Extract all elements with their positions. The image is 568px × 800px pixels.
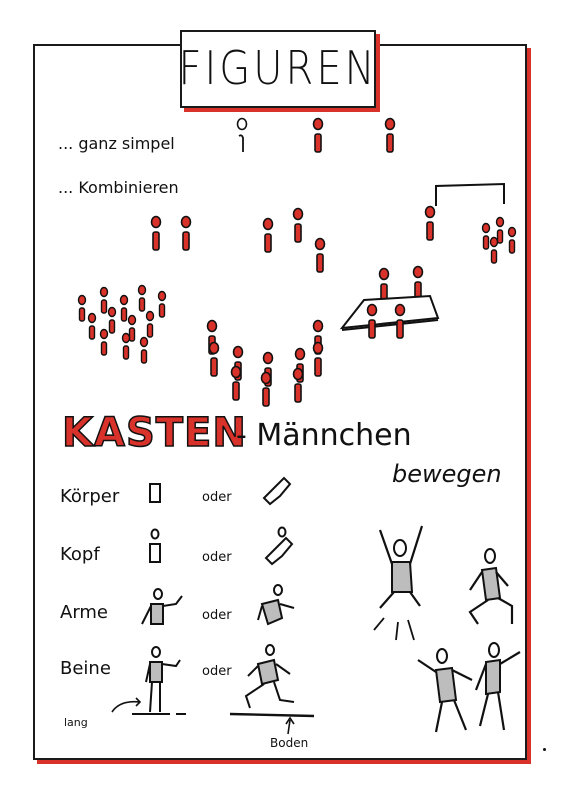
lang-annotation: lang (64, 716, 88, 729)
jumping-figure (373, 525, 424, 641)
table-scene (339, 265, 440, 339)
part-label-koerper: Körper (60, 486, 120, 507)
fighting-figures (417, 642, 521, 733)
label-kombinieren: ... Kombinieren (58, 178, 179, 197)
part-label-kopf: Kopf (60, 544, 100, 565)
kasten-word: KASTEN (61, 409, 247, 457)
simple-figure-outline (236, 117, 248, 153)
or-label-1: oder (202, 490, 232, 505)
arc-figures (206, 319, 324, 407)
pair-figures (150, 215, 192, 251)
legs-block (111, 644, 315, 735)
or-label-3: oder (202, 608, 232, 623)
bewegen-label: bewegen (392, 460, 502, 488)
maennchen-word: - Männchen (236, 418, 412, 453)
page-title: FIGUREN (178, 42, 378, 96)
simple-figure-red-2 (384, 117, 396, 153)
corner-dot (543, 748, 546, 751)
title-box: FIGUREN (178, 30, 378, 108)
label-ganz-simpel: ... ganz simpel (58, 134, 175, 153)
crowd-figures (77, 284, 167, 364)
part-label-beine: Beine (60, 658, 111, 679)
body-block (149, 476, 292, 506)
trio-figures (262, 207, 326, 273)
part-label-arme: Arme (60, 602, 109, 623)
or-label-2: oder (202, 550, 232, 565)
simple-figure-red (312, 117, 324, 153)
head-block (149, 526, 294, 566)
kneeling-figure (468, 548, 514, 625)
or-label-4: oder (202, 664, 232, 679)
boden-annotation: Boden (270, 736, 309, 750)
arms-block (141, 584, 295, 626)
goal-scene (424, 182, 517, 264)
